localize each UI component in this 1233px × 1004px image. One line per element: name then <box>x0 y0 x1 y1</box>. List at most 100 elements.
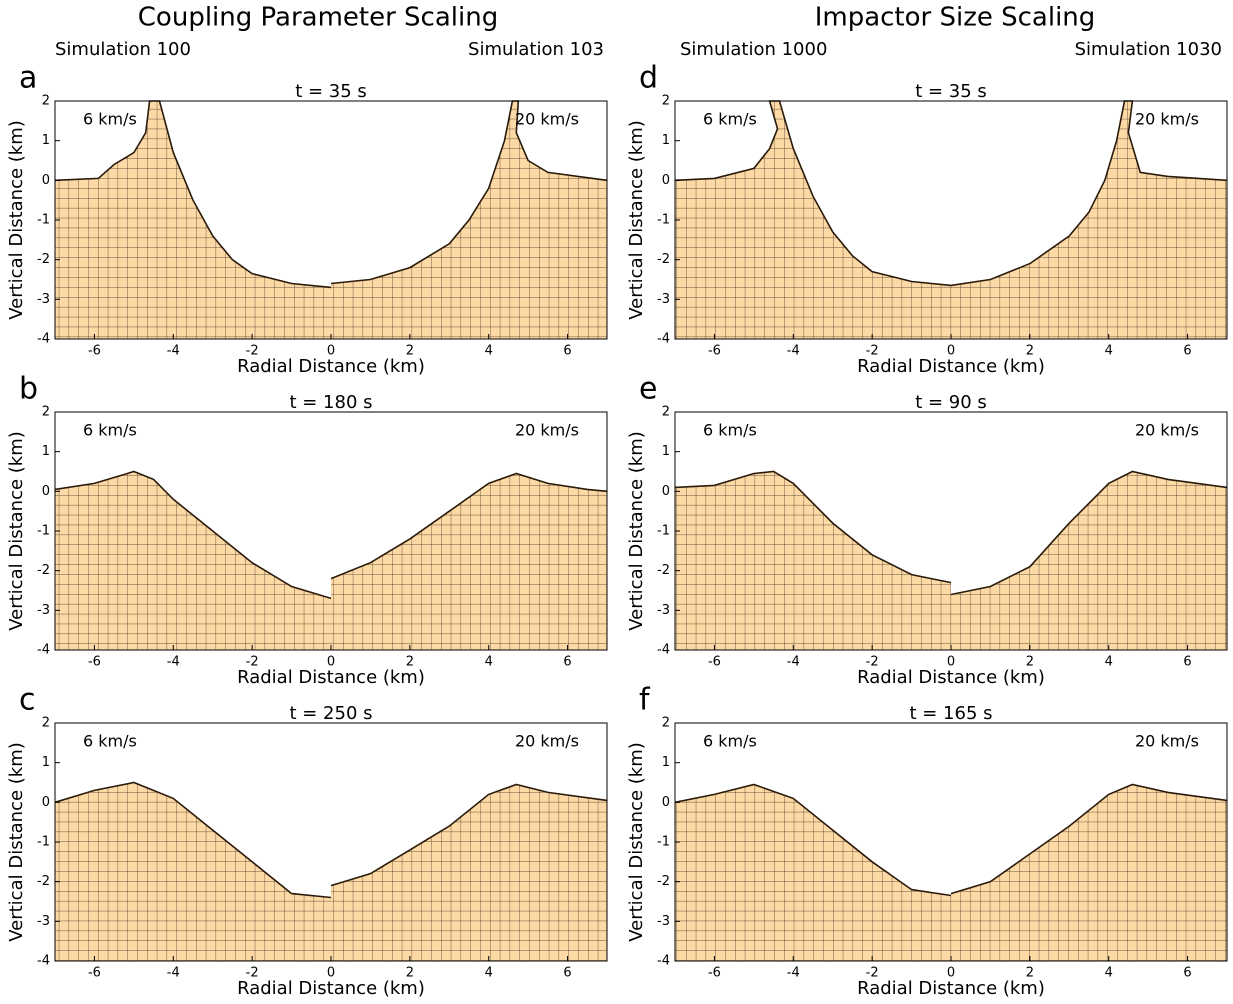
annotation: 6 km/s <box>83 110 137 129</box>
y-tick-label: -2 <box>37 252 50 267</box>
simulation-label: Simulation 100 <box>55 39 191 60</box>
x-tick-label: 0 <box>327 344 335 359</box>
ground-mesh <box>55 471 331 650</box>
y-tick-label: -3 <box>657 914 670 929</box>
y-tick-label: -4 <box>37 954 50 969</box>
y-tick-label: -2 <box>37 563 50 578</box>
x-tick-label: 2 <box>406 966 414 981</box>
y-tick-label: 1 <box>662 444 670 459</box>
y-tick-label: 0 <box>662 795 670 810</box>
y-tick-label: -1 <box>657 524 670 539</box>
panel-letter: c <box>19 683 36 718</box>
y-tick-label: -2 <box>657 874 670 889</box>
y-tick-label: -4 <box>657 332 670 347</box>
x-tick-label: 6 <box>563 344 571 359</box>
panel-title: t = 165 s <box>909 703 992 724</box>
ground-mesh <box>675 471 951 650</box>
panel-letter: d <box>639 61 658 96</box>
y-tick-label: -1 <box>37 213 50 228</box>
surface-profile <box>330 783 608 887</box>
surface-profile <box>54 470 332 600</box>
y-axis-label: Vertical Distance (km) <box>626 742 647 942</box>
annotation: 6 km/s <box>83 421 137 440</box>
x-tick-label: 0 <box>947 344 955 359</box>
x-tick-label: -4 <box>167 966 180 981</box>
y-axis-label: Vertical Distance (km) <box>626 120 647 320</box>
y-tick-label: 1 <box>42 133 50 148</box>
x-tick-label: -6 <box>708 655 721 670</box>
y-axis-label: Vertical Distance (km) <box>6 120 27 320</box>
x-tick-label: -6 <box>88 966 101 981</box>
x-tick-label: -2 <box>866 344 879 359</box>
x-tick-label: -2 <box>246 344 259 359</box>
panel-title: t = 35 s <box>915 81 987 102</box>
x-tick-label: 6 <box>1183 655 1191 670</box>
x-tick-label: -4 <box>167 655 180 670</box>
surface-profile <box>54 781 332 899</box>
y-tick-label: -2 <box>657 252 670 267</box>
x-tick-label: -4 <box>787 655 800 670</box>
y-tick-label: -1 <box>657 213 670 228</box>
x-axis-label: Radial Distance (km) <box>237 978 425 999</box>
annotation: 20 km/s <box>515 732 579 751</box>
surface-profile <box>674 470 952 584</box>
ground-mesh <box>951 784 1227 961</box>
y-axis-label: Vertical Distance (km) <box>6 742 27 942</box>
x-tick-label: 4 <box>1105 966 1113 981</box>
x-tick-label: 2 <box>406 344 414 359</box>
y-tick-label: 2 <box>42 405 50 420</box>
surface-profile <box>330 472 608 580</box>
y-tick-label: 2 <box>662 716 670 731</box>
x-tick-label: 4 <box>1105 344 1113 359</box>
y-tick-label: -4 <box>37 332 50 347</box>
surface-profile <box>674 100 952 287</box>
ground-mesh <box>55 101 331 339</box>
x-tick-label: 0 <box>947 655 955 670</box>
y-axis-label: Vertical Distance (km) <box>626 431 647 631</box>
annotation: 20 km/s <box>1135 110 1199 129</box>
x-tick-label: -6 <box>88 655 101 670</box>
panel-title: t = 90 s <box>915 392 987 413</box>
surface-profile <box>950 100 1228 287</box>
y-tick-label: -3 <box>37 292 50 307</box>
y-tick-label: -2 <box>37 874 50 889</box>
y-tick-label: 1 <box>42 444 50 459</box>
x-tick-label: 2 <box>1026 655 1034 670</box>
y-tick-label: -3 <box>657 603 670 618</box>
y-tick-label: -4 <box>657 643 670 658</box>
x-tick-label: -4 <box>787 966 800 981</box>
annotation: 20 km/s <box>1135 421 1199 440</box>
ground-mesh <box>55 782 331 961</box>
x-tick-label: -2 <box>246 966 259 981</box>
annotation: 6 km/s <box>703 732 757 751</box>
x-tick-label: 4 <box>485 344 493 359</box>
ground-mesh <box>331 473 607 650</box>
y-tick-label: 1 <box>662 755 670 770</box>
panel-title: t = 180 s <box>289 392 372 413</box>
panel-title: t = 250 s <box>289 703 372 724</box>
x-tick-label: 6 <box>563 655 571 670</box>
y-tick-label: -3 <box>37 603 50 618</box>
x-tick-label: 2 <box>1026 966 1034 981</box>
y-tick-label: -4 <box>657 954 670 969</box>
x-axis-label: Radial Distance (km) <box>237 667 425 688</box>
panel-letter: e <box>639 372 657 407</box>
surface-profile <box>54 100 332 289</box>
y-tick-label: -4 <box>37 643 50 658</box>
x-tick-label: 4 <box>1105 655 1113 670</box>
y-tick-label: 0 <box>42 173 50 188</box>
simulation-label: Simulation 1030 <box>1075 39 1222 60</box>
x-axis-label: Radial Distance (km) <box>237 356 425 377</box>
x-tick-label: 4 <box>485 655 493 670</box>
surface-profile <box>950 470 1228 596</box>
x-tick-label: 0 <box>947 966 955 981</box>
y-tick-label: 0 <box>662 484 670 499</box>
x-axis-label: Radial Distance (km) <box>857 667 1045 688</box>
y-tick-label: -2 <box>657 563 670 578</box>
x-axis-label: Radial Distance (km) <box>857 978 1045 999</box>
ground-mesh <box>951 101 1227 339</box>
x-tick-label: -6 <box>88 344 101 359</box>
y-tick-label: 2 <box>42 94 50 109</box>
x-tick-label: 2 <box>1026 344 1034 359</box>
